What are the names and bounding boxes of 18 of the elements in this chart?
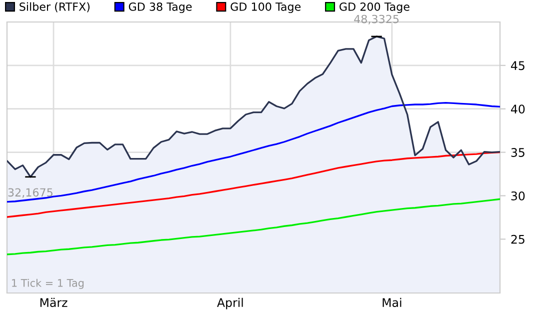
annotation: 48,3325: [354, 14, 399, 24]
y-tick-label: 25: [511, 234, 524, 244]
line-series: [7, 102, 500, 203]
y-tick-label: 30: [511, 191, 525, 200]
line-series: [7, 151, 500, 218]
x-tick-label: April: [217, 298, 243, 310]
legend-label: GD 100 Tage: [230, 2, 301, 14]
legend-label: GD 200 Tage: [340, 2, 410, 14]
line-series: [7, 198, 500, 256]
annotation: 1 Tick = 1 Tag: [12, 278, 84, 289]
y-tick-label: 40: [510, 104, 525, 114]
y-tick-label: 45: [510, 61, 524, 70]
y-tick-label: 35: [511, 148, 524, 157]
x-tick-label: März: [40, 298, 68, 307]
annotation: 32,1675: [8, 188, 52, 198]
x-tick-label: Mai: [382, 298, 402, 307]
legend-label: Silber (RTFX): [20, 2, 90, 12]
legend-label: GD 38 Tage: [128, 2, 192, 14]
